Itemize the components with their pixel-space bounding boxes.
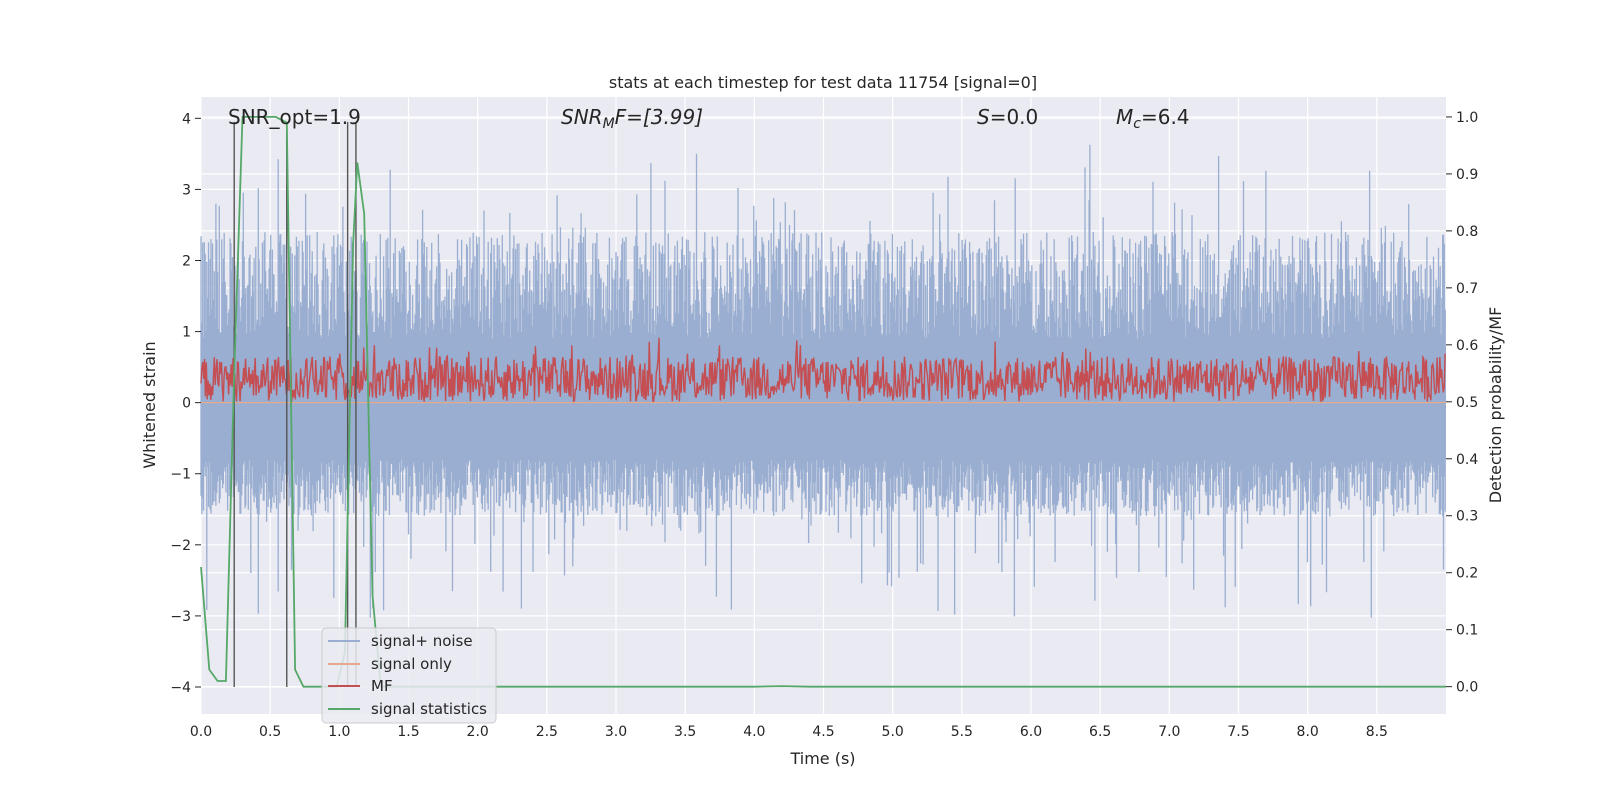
x-tick-label: 0.5 [259, 724, 281, 740]
x-axis-label: Time (s) [789, 749, 855, 768]
y-tick-label-left: 0 [182, 396, 191, 412]
x-tick-label: 5.0 [882, 724, 904, 740]
series-mf [200, 337, 1446, 405]
x-tick-label: 1.5 [397, 724, 419, 740]
legend-label-mf: MF [371, 677, 393, 695]
x-tick-label: 1.0 [328, 724, 350, 740]
y-tick-label-right: 1.0 [1456, 110, 1478, 126]
y-tick-label-right: 0.0 [1456, 680, 1478, 696]
x-tick-label: 0.0 [190, 724, 212, 740]
x-tick-label: 7.0 [1158, 724, 1180, 740]
y-tick-label-left: −3 [170, 609, 191, 625]
y-tick-label-right: 0.6 [1456, 338, 1478, 354]
y-tick-label-left: 3 [182, 182, 191, 198]
y-tick-label-left: 2 [182, 253, 191, 269]
legend: signal+ noise signal only MF signal stat… [321, 627, 497, 724]
x-tick-label: 3.0 [605, 724, 627, 740]
x-tick-label: 4.5 [812, 724, 834, 740]
y-tick-label-right: 0.7 [1456, 281, 1478, 297]
x-tick-label: 7.5 [1227, 724, 1249, 740]
y-tick-label-left: −2 [170, 538, 191, 554]
chart-title: stats at each timestep for test data 117… [609, 73, 1037, 92]
y-axis-label-right: Detection probability/MF [1486, 307, 1505, 504]
y-tick-label-right: 0.3 [1456, 509, 1478, 525]
legend-label-signal-noise: signal+ noise [371, 632, 473, 650]
legend-label-signal-statistics: signal statistics [371, 700, 487, 718]
annotation-mc: Mc=6.4 [1116, 105, 1190, 132]
y-tick-label-left: 4 [182, 111, 191, 127]
annotation-snr-opt: SNR_opt=1.9 [228, 105, 361, 129]
x-tick-label: 2.5 [536, 724, 558, 740]
legend-label-signal-only: signal only [371, 655, 452, 673]
y-axis-label-left: Whitened strain [140, 341, 159, 468]
mf-trace [200, 337, 1446, 405]
y-tick-label-right: 0.8 [1456, 224, 1478, 240]
y-tick-label-right: 0.2 [1456, 566, 1478, 582]
x-tick-label: 4.0 [743, 724, 765, 740]
y-tick-label-right: 0.5 [1456, 395, 1478, 411]
y-tick-label-left: −1 [170, 467, 191, 483]
y-tick-label-left: 1 [182, 325, 191, 341]
x-tick-label: 3.5 [674, 724, 696, 740]
annotation-s: S=0.0 [977, 105, 1038, 129]
legend-box [321, 627, 497, 724]
y-tick-label-right: 0.9 [1456, 167, 1478, 183]
y-tick-label-right: 0.4 [1456, 452, 1478, 468]
x-tick-label: 5.5 [951, 724, 973, 740]
annotation-snr-mf: SNRMF=[3.99] [561, 105, 703, 132]
x-tick-label: 8.5 [1366, 724, 1388, 740]
y-tick-label-left: −4 [170, 680, 191, 696]
x-tick-label: 6.5 [1089, 724, 1111, 740]
x-tick-label: 6.0 [1020, 724, 1042, 740]
y-tick-label-right: 0.1 [1456, 623, 1478, 639]
x-tick-label: 2.0 [467, 724, 489, 740]
x-tick-label: 8.0 [1297, 724, 1319, 740]
ticks: 0.0 0.5 1.0 1.5 2.0 2.5 3.0 3.5 4.0 4.5 5.0 5.5 6.0 6… [170, 110, 1478, 740]
